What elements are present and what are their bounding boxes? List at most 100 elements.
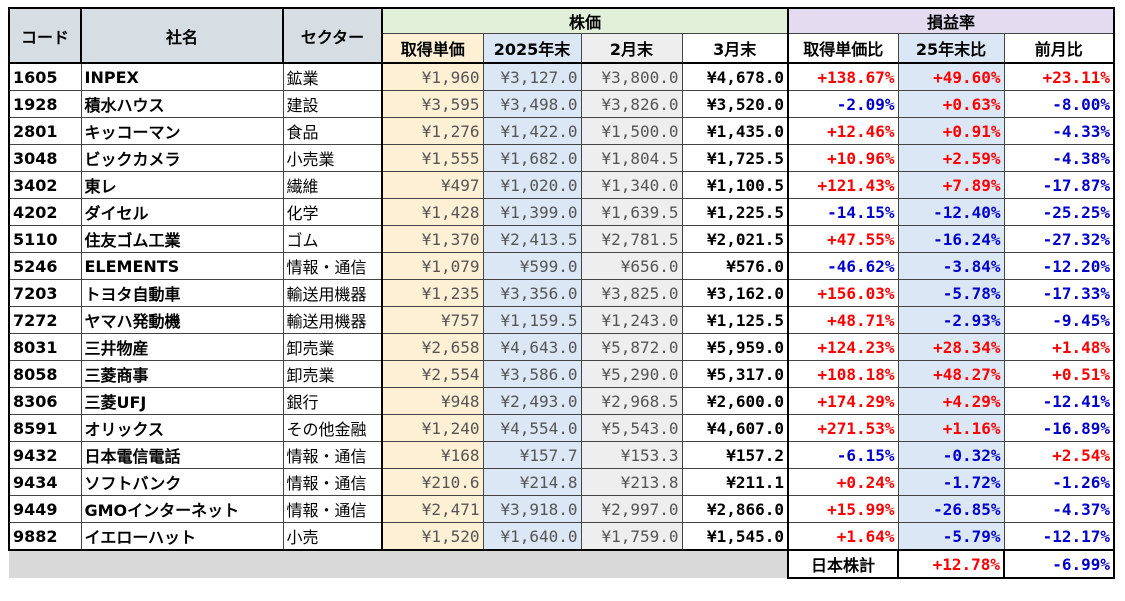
cell-mar[interactable]: ¥157.2 (681, 441, 789, 469)
cell-feb[interactable]: ¥5,290.0 (580, 360, 683, 388)
cell-rate-prev[interactable]: -4.37% (1003, 495, 1115, 523)
cell-cost[interactable]: ¥2,554 (381, 360, 484, 388)
cell-sector[interactable]: 輸送用機器 (282, 306, 383, 334)
cell-code[interactable]: 3048 (8, 144, 82, 172)
cell-name[interactable]: ビックカメラ (80, 144, 284, 172)
cell-feb[interactable]: ¥656.0 (580, 252, 683, 280)
cell-cost[interactable]: ¥1,428 (381, 198, 484, 226)
cell-2025[interactable]: ¥2,413.5 (482, 225, 582, 253)
cell-name[interactable]: 日本電信電話 (80, 441, 284, 469)
cell-2025[interactable]: ¥214.8 (482, 468, 582, 496)
cell-rate-2025[interactable]: +4.29% (897, 387, 1005, 415)
cell-code[interactable]: 7203 (8, 279, 82, 307)
cell-name[interactable]: 積水ハウス (80, 90, 284, 118)
cell-code[interactable]: 9449 (8, 495, 82, 523)
cell-cost[interactable]: ¥1,960 (381, 62, 484, 91)
cell-code[interactable]: 1605 (8, 62, 82, 91)
cell-rate-cost[interactable]: +1.64% (787, 522, 899, 551)
cell-rate-2025[interactable]: +0.63% (897, 90, 1005, 118)
header-price-group[interactable]: 株価 (381, 7, 789, 34)
cell-rate-2025[interactable]: -5.79% (897, 522, 1005, 551)
cell-2025[interactable]: ¥3,356.0 (482, 279, 582, 307)
cell-feb[interactable]: ¥3,800.0 (580, 62, 683, 91)
footer-label[interactable]: 日本株計 (787, 549, 899, 579)
cell-name[interactable]: GMOインターネット (80, 495, 284, 523)
cell-sector[interactable]: 銀行 (282, 387, 383, 415)
cell-mar[interactable]: ¥3,162.0 (681, 279, 789, 307)
cell-2025[interactable]: ¥1,020.0 (482, 171, 582, 199)
cell-cost[interactable]: ¥2,658 (381, 333, 484, 361)
cell-rate-2025[interactable]: +28.34% (897, 333, 1005, 361)
header-name[interactable]: 社名 (80, 7, 284, 64)
cell-code[interactable]: 8031 (8, 333, 82, 361)
cell-code[interactable]: 9432 (8, 441, 82, 469)
cell-code[interactable]: 8306 (8, 387, 82, 415)
cell-mar[interactable]: ¥5,959.0 (681, 333, 789, 361)
cell-name[interactable]: オリックス (80, 414, 284, 442)
cell-cost[interactable]: ¥1,276 (381, 117, 484, 145)
cell-code[interactable]: 5246 (8, 252, 82, 280)
cell-mar[interactable]: ¥4,678.0 (681, 62, 789, 91)
cell-rate-2025[interactable]: -3.84% (897, 252, 1005, 280)
cell-sector[interactable]: その他金融 (282, 414, 383, 442)
cell-feb[interactable]: ¥2,781.5 (580, 225, 683, 253)
cell-mar[interactable]: ¥1,545.0 (681, 522, 789, 551)
cell-feb[interactable]: ¥213.8 (580, 468, 683, 496)
cell-cost[interactable]: ¥3,595 (381, 90, 484, 118)
cell-rate-prev[interactable]: -8.00% (1003, 90, 1115, 118)
cell-rate-cost[interactable]: +10.96% (787, 144, 899, 172)
cell-rate-2025[interactable]: +49.60% (897, 62, 1005, 91)
cell-2025[interactable]: ¥1,159.5 (482, 306, 582, 334)
cell-mar[interactable]: ¥1,125.5 (681, 306, 789, 334)
cell-rate-prev[interactable]: -17.87% (1003, 171, 1115, 199)
cell-rate-2025[interactable]: -0.32% (897, 441, 1005, 469)
cell-feb[interactable]: ¥1,759.0 (580, 522, 683, 551)
cell-name[interactable]: INPEX (80, 62, 284, 91)
cell-name[interactable]: イエローハット (80, 522, 284, 551)
cell-feb[interactable]: ¥1,243.0 (580, 306, 683, 334)
cell-rate-2025[interactable]: -1.72% (897, 468, 1005, 496)
cell-cost[interactable]: ¥210.6 (381, 468, 484, 496)
cell-rate-prev[interactable]: -12.41% (1003, 387, 1115, 415)
cell-cost[interactable]: ¥1,555 (381, 144, 484, 172)
cell-feb[interactable]: ¥1,804.5 (580, 144, 683, 172)
cell-rate-cost[interactable]: +174.29% (787, 387, 899, 415)
cell-sector[interactable]: 繊維 (282, 171, 383, 199)
cell-code[interactable]: 8058 (8, 360, 82, 388)
cell-code[interactable]: 2801 (8, 117, 82, 145)
cell-mar[interactable]: ¥2,866.0 (681, 495, 789, 523)
cell-rate-2025[interactable]: -5.78% (897, 279, 1005, 307)
cell-feb[interactable]: ¥3,826.0 (580, 90, 683, 118)
cell-2025[interactable]: ¥599.0 (482, 252, 582, 280)
header-2025[interactable]: 2025年末 (482, 33, 582, 64)
cell-sector[interactable]: 建設 (282, 90, 383, 118)
cell-code[interactable]: 9882 (8, 522, 82, 551)
cell-rate-cost[interactable]: +0.24% (787, 468, 899, 496)
cell-code[interactable]: 7272 (8, 306, 82, 334)
cell-cost[interactable]: ¥1,370 (381, 225, 484, 253)
cell-rate-2025[interactable]: -16.24% (897, 225, 1005, 253)
cell-code[interactable]: 1928 (8, 90, 82, 118)
cell-rate-cost[interactable]: +15.99% (787, 495, 899, 523)
cell-rate-cost[interactable]: +138.67% (787, 62, 899, 91)
cell-2025[interactable]: ¥3,918.0 (482, 495, 582, 523)
cell-sector[interactable]: 情報・通信 (282, 252, 383, 280)
cell-mar[interactable]: ¥1,225.5 (681, 198, 789, 226)
cell-code[interactable]: 8591 (8, 414, 82, 442)
cell-2025[interactable]: ¥3,498.0 (482, 90, 582, 118)
cell-rate-prev[interactable]: -9.45% (1003, 306, 1115, 334)
cell-name[interactable]: 三菱商事 (80, 360, 284, 388)
cell-cost[interactable]: ¥1,520 (381, 522, 484, 551)
cell-rate-cost[interactable]: +47.55% (787, 225, 899, 253)
cell-rate-2025[interactable]: +1.16% (897, 414, 1005, 442)
cell-mar[interactable]: ¥211.1 (681, 468, 789, 496)
cell-rate-2025[interactable]: +7.89% (897, 171, 1005, 199)
cell-name[interactable]: 東レ (80, 171, 284, 199)
cell-feb[interactable]: ¥1,340.0 (580, 171, 683, 199)
cell-cost[interactable]: ¥948 (381, 387, 484, 415)
header-feb[interactable]: 2月末 (580, 33, 683, 64)
cell-feb[interactable]: ¥1,500.0 (580, 117, 683, 145)
cell-sector[interactable]: 卸売業 (282, 360, 383, 388)
cell-sector[interactable]: 食品 (282, 117, 383, 145)
cell-mar[interactable]: ¥1,435.0 (681, 117, 789, 145)
